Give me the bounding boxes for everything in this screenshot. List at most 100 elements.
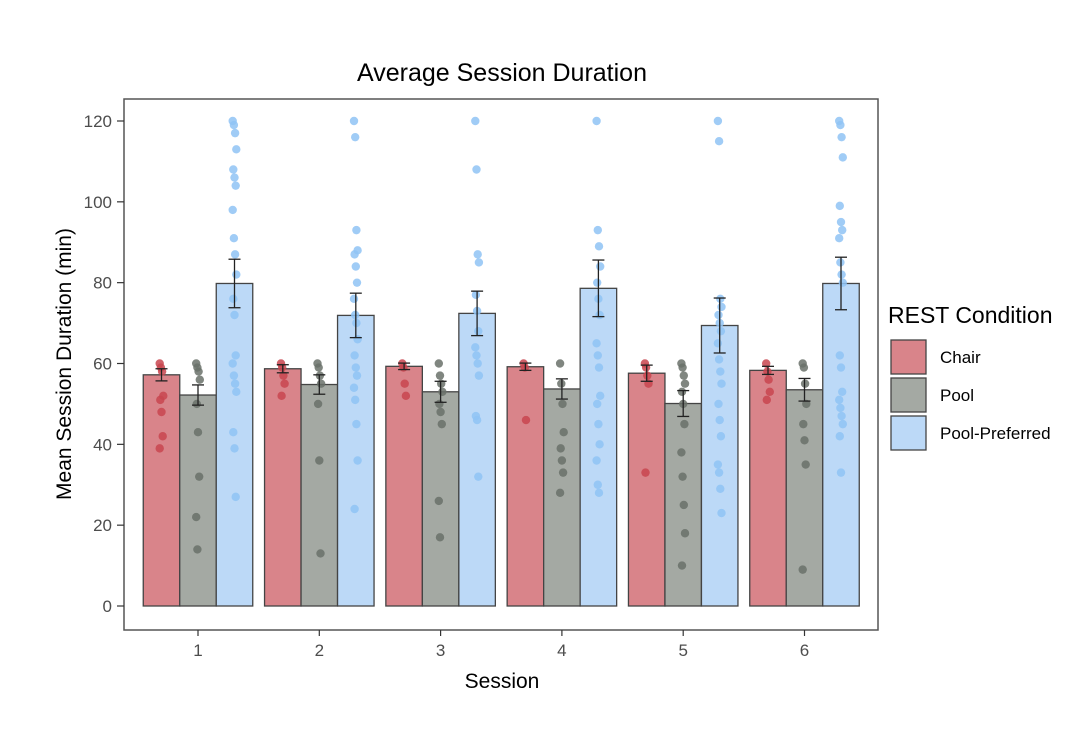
data-point-chair [765, 387, 774, 396]
data-point-pool-preferred [353, 335, 362, 344]
data-point-pool-preferred [229, 371, 239, 380]
data-point-pool-preferred [351, 262, 360, 271]
data-point-pool-preferred [473, 250, 482, 259]
data-point-pool-preferred [838, 225, 847, 235]
data-point-pool [314, 363, 323, 372]
data-point-pool-preferred [713, 116, 723, 126]
data-point-pool-preferred [230, 444, 239, 453]
bar-pool-preferred [215, 282, 254, 607]
data-point-pool-preferred [716, 326, 726, 336]
y-tick-label: 80 [93, 274, 112, 293]
data-point-pool [800, 436, 809, 445]
y-tick-label: 40 [93, 435, 112, 454]
bar-chair [385, 365, 424, 607]
data-point-pool [802, 399, 811, 409]
data-point-pool-preferred [471, 116, 480, 126]
y-tick-label: 120 [84, 112, 112, 131]
bar-pool [179, 394, 217, 607]
data-point-pool-preferred [351, 132, 360, 142]
data-point-pool-preferred [593, 480, 602, 489]
x-tick-label: 4 [557, 641, 566, 660]
data-point-pool-preferred [717, 379, 726, 388]
series-pool-preferred [215, 116, 860, 607]
data-point-pool [192, 399, 201, 409]
data-point-pool [677, 387, 687, 396]
x-tick-label: 5 [678, 641, 687, 660]
data-point-pool-preferred [593, 278, 602, 287]
data-point-pool [678, 472, 687, 481]
data-point-chair [641, 468, 650, 477]
data-point-chair [277, 391, 286, 401]
data-point-pool [680, 419, 689, 429]
y-tick-label: 0 [103, 597, 112, 616]
data-point-pool [438, 387, 447, 396]
data-point-pool [556, 444, 565, 453]
data-point-pool-preferred [594, 242, 604, 251]
data-point-pool-preferred [838, 419, 847, 429]
data-point-pool-preferred [592, 456, 601, 465]
data-point-pool [435, 533, 445, 542]
data-point-pool [195, 472, 204, 481]
x-tick-label: 2 [315, 641, 324, 660]
data-point-pool [678, 363, 687, 372]
data-point-pool-preferred [474, 258, 484, 267]
data-point-pool-preferred [838, 387, 847, 396]
data-point-pool-preferred [230, 173, 239, 182]
data-point-pool-preferred [349, 383, 359, 392]
data-point-pool-preferred [594, 488, 604, 498]
data-point-pool-preferred [232, 270, 241, 279]
data-point-pool [435, 399, 444, 409]
data-point-pool-preferred [714, 310, 723, 320]
data-point-pool-preferred [593, 399, 602, 409]
x-tick-label: 6 [800, 641, 809, 660]
bar-chair [627, 372, 666, 607]
bar-pool [543, 388, 581, 607]
data-point-pool-preferred [232, 387, 241, 396]
y-tick-label: 20 [93, 516, 112, 535]
data-point-pool [557, 456, 567, 465]
data-point-pool-preferred [593, 225, 602, 235]
data-point-pool-preferred [593, 351, 602, 360]
data-point-pool [434, 359, 443, 368]
data-point-pool-preferred [596, 262, 605, 271]
data-point-pool [192, 512, 201, 522]
data-point-pool-preferred [230, 379, 240, 388]
data-point-chair [155, 444, 164, 453]
data-point-pool-preferred [471, 290, 481, 299]
data-point-pool-preferred [717, 508, 726, 518]
data-point-pool [435, 371, 445, 380]
data-point-pool-preferred [838, 278, 847, 287]
data-point-pool [679, 500, 688, 510]
data-point-chair [401, 391, 411, 401]
data-point-pool-preferred [835, 201, 844, 211]
bar-pool [300, 383, 339, 607]
data-point-pool-preferred [231, 492, 240, 502]
data-point-chair [156, 395, 165, 405]
data-point-chair [157, 407, 166, 417]
data-point-pool-preferred [351, 395, 360, 405]
data-point-pool-preferred [592, 116, 601, 126]
y-axis: 0 20 40 60 80 100 120 [84, 112, 124, 616]
data-point-pool-preferred [838, 153, 847, 162]
chart-title: Average Session Duration [357, 59, 647, 87]
data-point-pool-preferred [228, 359, 237, 368]
data-point-pool [558, 468, 568, 477]
data-point-pool-preferred [352, 278, 362, 287]
legend-label-pool: Pool [940, 386, 974, 405]
data-point-chair [400, 379, 409, 388]
data-point-pool [679, 371, 688, 380]
data-point-pool-preferred [352, 371, 362, 380]
x-tick-label: 1 [193, 641, 202, 660]
data-point-chair [158, 432, 167, 441]
data-point-pool [193, 428, 203, 437]
data-point-pool-preferred [230, 250, 240, 259]
data-point-pool [798, 565, 807, 574]
data-point-pool-preferred [596, 391, 605, 401]
data-point-pool-preferred [713, 460, 723, 469]
data-point-chair [762, 359, 771, 368]
data-point-pool [434, 496, 443, 506]
data-point-pool-preferred [349, 294, 359, 304]
data-point-pool-preferred [713, 339, 723, 348]
data-point-pool [436, 407, 445, 417]
